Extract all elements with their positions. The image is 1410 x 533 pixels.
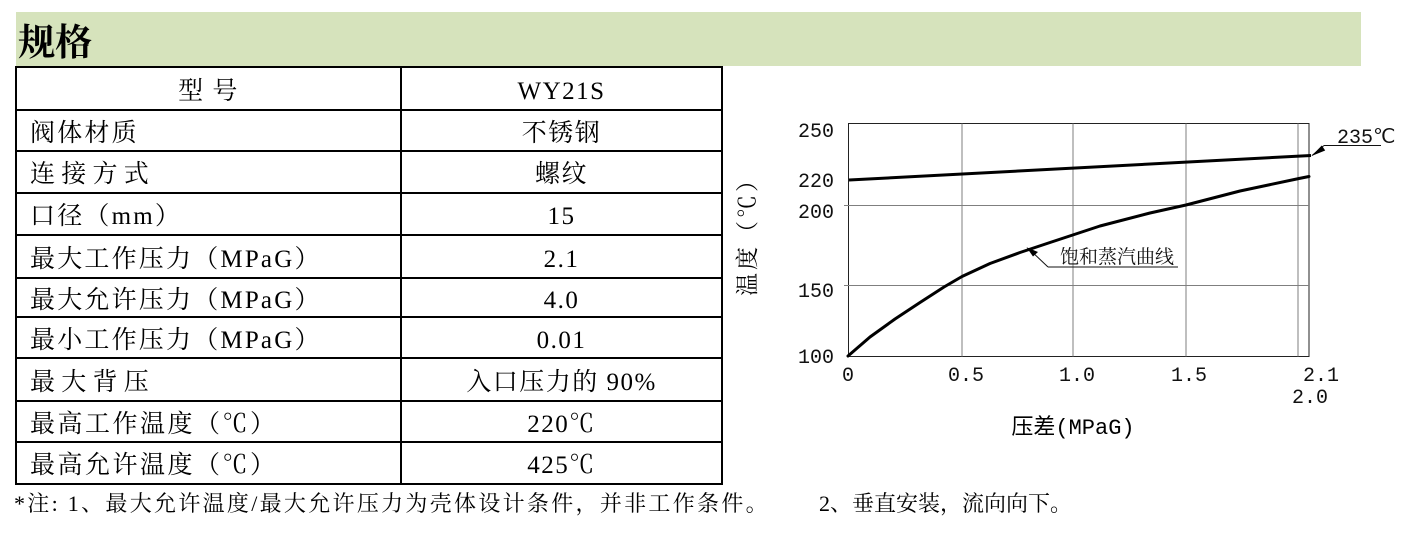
svg-text:1.5: 1.5 xyxy=(1171,365,1207,388)
svg-text:150: 150 xyxy=(798,281,834,304)
svg-text:220: 220 xyxy=(798,171,834,194)
svg-text:200: 200 xyxy=(798,202,834,225)
svg-text:温度（℃）: 温度（℃） xyxy=(735,166,760,296)
svg-text:饱和蒸汽曲线: 饱和蒸汽曲线 xyxy=(1060,246,1174,268)
svg-text:压差(MPaG): 压差(MPaG) xyxy=(1011,415,1134,441)
svg-text:0: 0 xyxy=(842,365,854,388)
svg-text:2.0: 2.0 xyxy=(1292,387,1328,410)
svg-text:100: 100 xyxy=(798,347,834,370)
svg-text:1.0: 1.0 xyxy=(1059,365,1095,388)
svg-text:235℃: 235℃ xyxy=(1337,127,1395,150)
svg-text:2.1: 2.1 xyxy=(1303,365,1339,388)
svg-text:250: 250 xyxy=(798,121,834,144)
svg-text:0.5: 0.5 xyxy=(948,365,984,388)
